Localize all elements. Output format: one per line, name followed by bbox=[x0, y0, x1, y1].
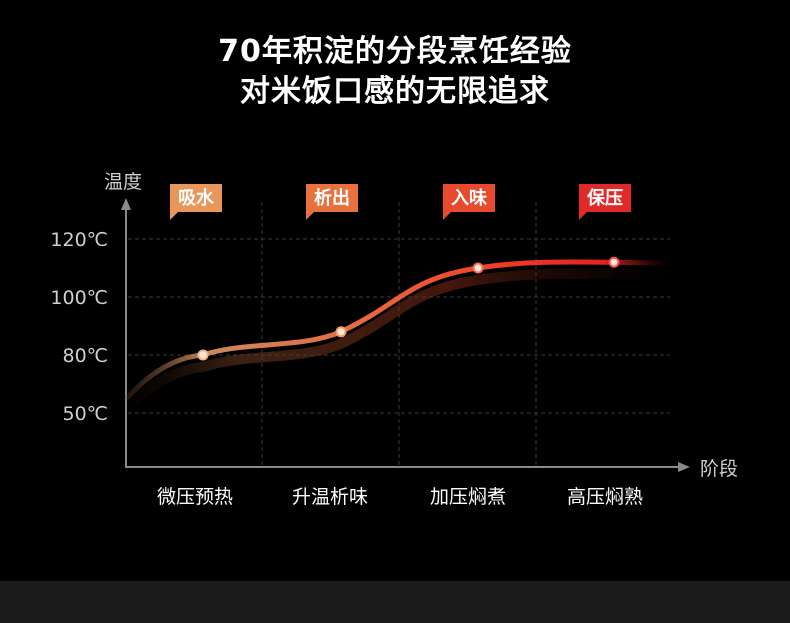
x-category-label: 升温析味 bbox=[292, 486, 368, 508]
x-category-label: 加压焖煮 bbox=[430, 486, 506, 508]
x-category-label: 高压焖熟 bbox=[567, 486, 643, 508]
heading-line-2: 对米饭口感的无限追求 bbox=[240, 74, 550, 109]
stage-tag: 入味 bbox=[443, 184, 495, 220]
y-tick-label: 80℃ bbox=[62, 345, 108, 367]
stage-tag: 析出 bbox=[306, 184, 358, 220]
data-point bbox=[197, 349, 209, 361]
data-point bbox=[335, 326, 347, 338]
stage-tag: 保压 bbox=[579, 184, 631, 220]
stage-tag-label: 吸水 bbox=[178, 187, 215, 209]
temperature-curve bbox=[125, 259, 673, 400]
stage-tag-label: 入味 bbox=[451, 188, 487, 209]
x-category-label: 微压预热 bbox=[157, 486, 233, 508]
y-tick-label: 50℃ bbox=[62, 403, 108, 425]
y-axis-arrow bbox=[121, 198, 131, 210]
stage-tag: 吸水 bbox=[170, 184, 222, 220]
stage-tag-bg bbox=[579, 184, 631, 220]
x-axis-title: 阶段 bbox=[700, 458, 738, 480]
curve-shadow bbox=[124, 268, 671, 413]
stage-tag-label: 保压 bbox=[586, 187, 623, 209]
stage-tag-bg bbox=[170, 184, 222, 220]
data-point bbox=[472, 262, 484, 274]
data-point bbox=[608, 256, 620, 268]
stage-tag-bg bbox=[306, 184, 358, 220]
y-axis-title: 温度 bbox=[104, 171, 142, 193]
stage-tag-label: 析出 bbox=[314, 187, 350, 209]
y-tick-label: 120℃ bbox=[50, 229, 108, 251]
y-tick-label: 100℃ bbox=[50, 287, 108, 309]
footer-band bbox=[0, 581, 790, 623]
temperature-chart: 温度 阶段 120℃ 100℃ 80℃ 50℃ 吸水 析出 入味 保压 微压预热 升温析味 加压… bbox=[50, 171, 738, 508]
heading-line-1: 70年积淀的分段烹饪经验 bbox=[218, 34, 572, 69]
stage-tag-bg bbox=[443, 184, 495, 220]
x-axis-arrow bbox=[678, 462, 690, 472]
